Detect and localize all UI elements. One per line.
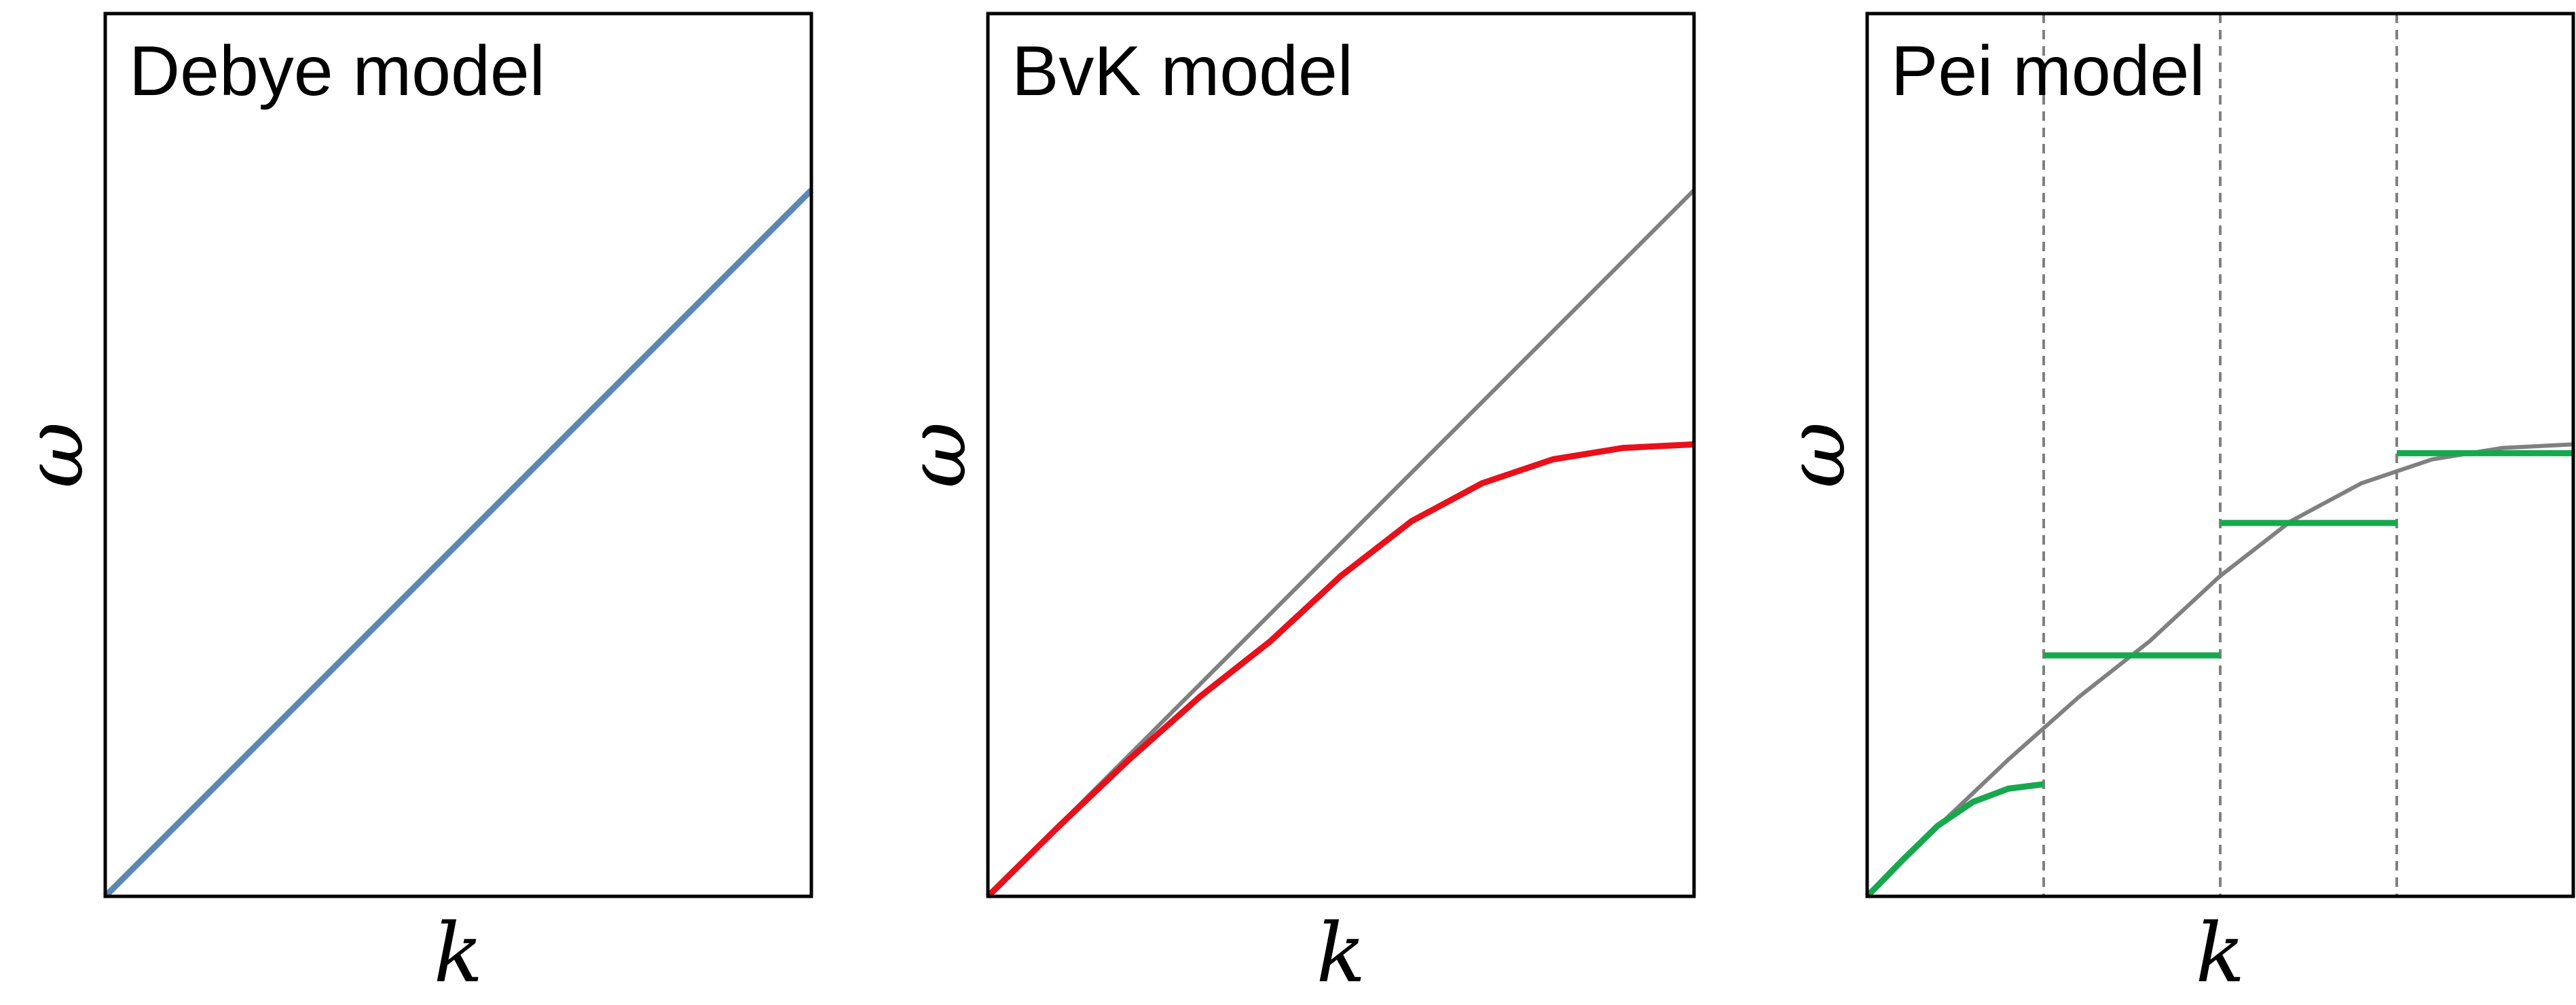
bvk-x-axis-label: k [1317,907,1366,1001]
pei-y-axis-label: ω [1769,422,1864,488]
bvk-panel: BvK model ω k [890,12,1696,1001]
pei-model-segment-line-2 [1864,781,2044,899]
bvk-model-line-2 [985,441,1695,899]
debye-plot-frame [103,12,813,898]
pei-plot-area [1864,14,2574,899]
bvk-y-axis-label: ω [890,422,985,488]
pei-x-axis-label: k [2196,907,2245,1001]
debye-model-line-1 [103,187,814,899]
debye-plot-area [103,187,814,899]
debye-x-axis-label: k [434,907,483,1001]
pei-panel: Pei model ω k [1769,12,2575,1001]
pei-title: Pei model [1891,32,2205,111]
debye-title: Debye model [129,32,545,111]
pei-plot-frame [1865,12,2575,898]
bvk-plot-area [985,188,1696,899]
bvk-plot-frame [986,12,1696,898]
debye-y-axis-label: ω [7,422,102,488]
bvk-title: BvK model [1012,32,1353,111]
debye-panel: Debye model ω k [7,12,814,1001]
